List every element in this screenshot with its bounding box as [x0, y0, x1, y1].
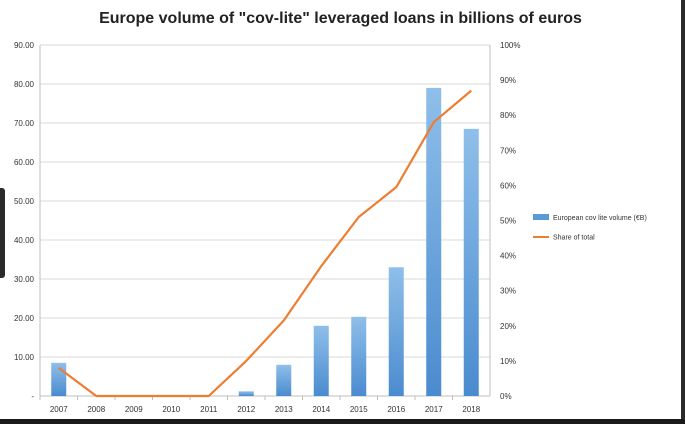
- y-right-tick-label: 80%: [500, 111, 516, 120]
- y-right-tick-label: 100%: [500, 41, 520, 50]
- x-tick-label: 2014: [312, 405, 330, 414]
- bar-2007: [51, 362, 67, 396]
- y-right-tick-label: 10%: [500, 357, 516, 366]
- y-right-tick-label: 30%: [500, 287, 516, 296]
- y-right-tick-label: 50%: [500, 217, 516, 226]
- y-left-tick-label: 70.00: [14, 119, 35, 128]
- legend-label-bar: European cov lite volume (€B): [553, 215, 647, 222]
- x-tick-label: 2008: [87, 405, 105, 414]
- window-bottom-edge: [0, 419, 685, 424]
- bar-2013: [276, 364, 292, 396]
- x-tick-label: 2015: [350, 405, 368, 414]
- x-tick-label: 2018: [462, 405, 480, 414]
- y-left-tick-label: 80.00: [14, 80, 35, 89]
- bar-2012: [238, 391, 254, 396]
- x-tick-label: 2013: [275, 405, 293, 414]
- x-tick-label: 2017: [425, 405, 443, 414]
- bar-2015: [351, 316, 367, 396]
- x-tick-label: 2012: [237, 405, 255, 414]
- chart-title: Europe volume of "cov-lite" leveraged lo…: [99, 10, 582, 27]
- y-right-tick-label: 70%: [500, 146, 516, 155]
- y-left-tick-label: 50.00: [14, 197, 35, 206]
- y-left-tick-label: 20.00: [14, 314, 35, 323]
- y-right-tick-label: 20%: [500, 322, 516, 331]
- bar-2014: [313, 325, 329, 396]
- y-right-tick-label: 0%: [500, 392, 512, 401]
- y-left-tick-label: 90.00: [14, 41, 35, 50]
- legend-swatch-bar: [533, 214, 549, 220]
- share-line: [58, 89, 472, 398]
- y-right-tick-label: 40%: [500, 252, 516, 261]
- left-edge-tab: [0, 188, 5, 278]
- y-left-tick-label: -: [31, 392, 34, 401]
- y-left-tick-label: 30.00: [14, 275, 35, 284]
- x-tick-label: 2007: [50, 405, 68, 414]
- y-left-tick-label: 60.00: [14, 158, 35, 167]
- x-tick-label: 2009: [125, 405, 143, 414]
- bar-2018: [463, 128, 479, 396]
- y-right-tick-label: 60%: [500, 181, 516, 190]
- y-left-tick-label: 10.00: [14, 353, 35, 362]
- x-tick-label: 2011: [200, 405, 218, 414]
- bar-2017: [426, 87, 442, 397]
- window-right-edge: [681, 0, 685, 424]
- y-right-tick-label: 90%: [500, 76, 516, 85]
- x-tick-label: 2010: [162, 405, 180, 414]
- y-left-tick-label: 40.00: [14, 236, 35, 245]
- legend-label-line: Share of total: [553, 235, 595, 242]
- x-tick-label: 2016: [387, 405, 405, 414]
- bar-2016: [388, 267, 404, 396]
